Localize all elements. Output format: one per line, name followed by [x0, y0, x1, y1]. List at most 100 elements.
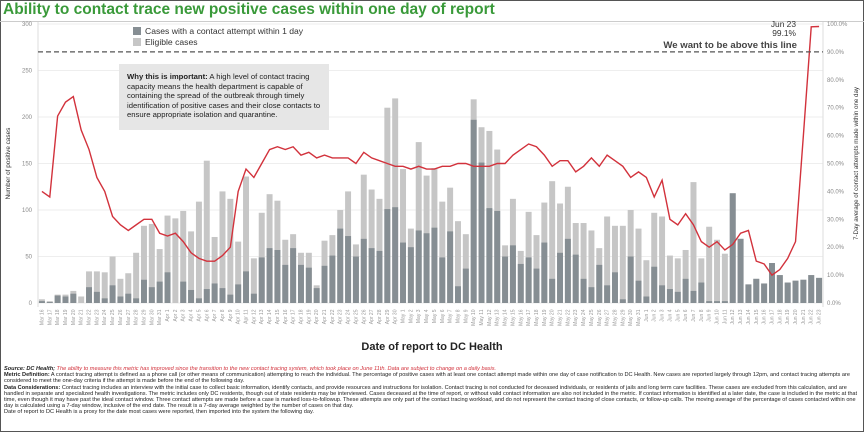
y-axis-title: Number of positive cases — [5, 128, 12, 200]
bar-contacted — [392, 207, 399, 303]
bar-contacted — [211, 283, 218, 303]
bar-contacted — [266, 248, 273, 303]
bar-contacted — [462, 268, 469, 303]
source-label: Source: DC Health; — [4, 366, 55, 372]
x-tick-label: Jun 11 — [722, 309, 728, 324]
bar-contacted — [125, 293, 132, 303]
callout-text: A high level of contact tracing capacity… — [127, 72, 321, 120]
x-tick-label: Mar 28 — [134, 309, 140, 325]
bar-eligible — [651, 212, 658, 303]
bar-contacted — [117, 296, 124, 303]
x-tick-label: Apr 27 — [369, 309, 375, 324]
x-tick-label: Jun 4 — [667, 309, 673, 321]
bar-contacted — [604, 285, 611, 303]
y-tick-label: 250 — [22, 69, 33, 75]
bar-contacted — [431, 227, 438, 303]
x-tick-label: May 5 — [432, 309, 438, 323]
bar-contacted — [195, 298, 202, 303]
bar-contacted — [148, 287, 155, 303]
x-tick-label: May 10 — [471, 309, 477, 326]
x-tick-label: May 8 — [455, 309, 461, 323]
bar-contacted — [659, 285, 666, 303]
x-tick-label: Jun 18 — [777, 309, 783, 324]
x-tick-label: Mar 21 — [79, 309, 85, 325]
x-tick-label: Apr 13 — [259, 309, 265, 324]
x-tick-label: May 18 — [534, 309, 540, 326]
bar-eligible — [682, 249, 689, 303]
bar-eligible — [706, 226, 713, 303]
legend: Cases with a contact attempt within 1 da… — [133, 26, 303, 48]
x-tick-label: Apr 23 — [338, 309, 344, 324]
bar-contacted — [729, 193, 736, 303]
importance-callout: Why this is important: A high level of c… — [119, 64, 329, 130]
x-tick-label: May 24 — [581, 309, 587, 326]
x-tick-label: Mar 16 — [39, 309, 45, 325]
x-tick-label: Apr 3 — [181, 309, 187, 321]
data-considerations-text: Contact tracing includes an interview wi… — [4, 384, 858, 410]
x-tick-label: Apr 24 — [346, 309, 352, 324]
x-tick-label: May 16 — [518, 309, 524, 326]
x-tick-label: May 26 — [597, 309, 603, 326]
x-tick-label: May 13 — [495, 309, 501, 326]
proxy-note: Date of report to DC Health is a proxy f… — [4, 409, 314, 416]
bar-contacted — [250, 293, 257, 303]
x-tick-label: Apr 20 — [314, 309, 320, 324]
x-tick-label: Mar 23 — [94, 309, 100, 325]
x-tick-label: Jun 6 — [683, 309, 689, 321]
bar-eligible — [400, 169, 407, 303]
bar-eligible — [392, 98, 399, 304]
data-considerations-label: Data Considerations: — [4, 384, 61, 391]
y-tick-label: 150 — [22, 162, 33, 168]
bar-contacted — [690, 290, 697, 303]
bar-contacted — [313, 288, 320, 303]
bar-contacted — [86, 287, 93, 303]
bar-contacted — [156, 281, 163, 303]
x-tick-label: May 6 — [440, 309, 446, 323]
bar-contacted — [352, 256, 359, 303]
x-tick-label: Jun 3 — [660, 309, 666, 321]
bar-contacted — [454, 286, 461, 303]
x-tick-label: May 4 — [424, 309, 430, 323]
y2-tick-label: 30.0% — [827, 217, 845, 223]
bar-eligible — [250, 258, 257, 303]
x-tick-label: Jun 17 — [769, 309, 775, 324]
y2-tick-label: 90.0% — [827, 50, 845, 56]
bar-eligible — [148, 223, 155, 303]
bar-contacted — [666, 289, 673, 303]
x-tick-label: Jun 9 — [707, 309, 713, 321]
bar-eligible — [643, 260, 650, 303]
bar-contacted — [164, 272, 171, 303]
x-tick-label: May 3 — [416, 309, 422, 323]
legend-item-contacted[interactable]: Cases with a contact attempt within 1 da… — [133, 26, 303, 37]
x-tick-label: May 23 — [573, 309, 579, 326]
bar-contacted — [737, 238, 744, 303]
bar-contacted — [180, 281, 187, 303]
x-tick-label: May 22 — [565, 309, 571, 326]
x-tick-label: Mar 22 — [87, 309, 93, 325]
bar-contacted — [596, 264, 603, 303]
bar-eligible — [180, 210, 187, 303]
bar-contacted — [580, 278, 587, 303]
x-tick-label: Jun 21 — [801, 309, 807, 324]
bar-contacted — [784, 282, 791, 303]
metric-label: Metric Definition: — [4, 372, 50, 379]
x-tick-label: Apr 17 — [291, 309, 297, 324]
bar-contacted — [533, 268, 540, 303]
chart-title: Ability to contact trace new positive ca… — [3, 1, 495, 18]
y2-tick-label: 20.0% — [827, 245, 845, 251]
bar-contacted — [509, 245, 516, 303]
x-tick-label: Jun 2 — [652, 309, 658, 321]
bar-eligible — [235, 241, 242, 303]
legend-label-contacted: Cases with a contact attempt within 1 da… — [145, 26, 304, 36]
bar-contacted — [808, 275, 815, 303]
bar-contacted — [297, 264, 304, 303]
x-tick-label: Mar 24 — [102, 309, 108, 325]
legend-item-eligible[interactable]: Eligible cases — [133, 37, 303, 48]
bar-eligible — [93, 271, 100, 303]
title-divider — [0, 21, 864, 22]
bar-contacted — [572, 254, 579, 303]
x-tick-label: Mar 30 — [149, 309, 155, 325]
x-tick-label: May 31 — [636, 309, 642, 326]
y2-tick-label: 10.0% — [827, 273, 845, 279]
